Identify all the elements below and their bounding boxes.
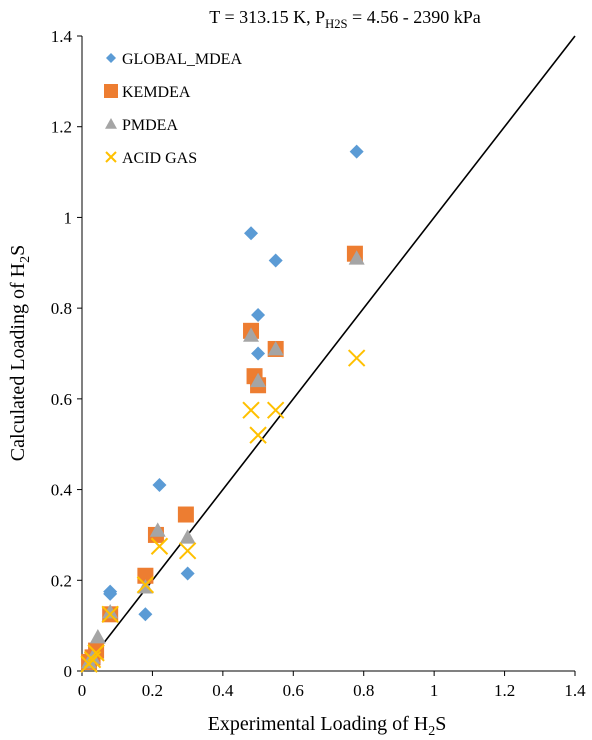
data-point — [180, 566, 195, 581]
text-subscript: 2 — [18, 256, 33, 263]
data-point — [179, 529, 196, 544]
x-tick-label: 0.2 — [142, 681, 163, 700]
data-point — [101, 605, 119, 624]
data-point — [349, 144, 364, 159]
series-kemdea — [81, 245, 363, 670]
data-point — [250, 372, 267, 388]
data-point-stroke — [178, 542, 197, 560]
data-point — [152, 478, 167, 493]
text-subscript: 2 — [428, 724, 435, 739]
data-point-stroke — [136, 576, 155, 594]
y-tick-label: 0.2 — [51, 571, 72, 590]
data-point-stroke — [347, 349, 366, 367]
data-point — [136, 576, 155, 594]
x-tick-label: 0.8 — [353, 681, 374, 700]
data-point — [103, 586, 118, 601]
y-tick-label: 0.4 — [51, 481, 73, 500]
data-point — [178, 542, 197, 560]
y-tick-label: 1.2 — [51, 118, 72, 137]
y-axis-title: Calculated Loading of H2S — [7, 245, 33, 461]
data-point — [177, 506, 194, 523]
data-point-stroke — [242, 401, 260, 419]
data-point — [243, 327, 260, 342]
plot-area: 0 0.2 0.4 0.6 0.8 1 1.2 1.4 0 0.2 0.4 0.6 0.8 1 1.2 1.4 — [51, 27, 586, 700]
data-point — [268, 253, 283, 268]
legend-label: GLOBAL_MDEA — [122, 51, 242, 68]
data-point-stroke — [150, 537, 169, 555]
y-tick-label: 0.6 — [51, 390, 72, 409]
text-part: = 4.56 - 2390 kPa — [348, 7, 481, 27]
x-tick-label: 0 — [78, 681, 87, 700]
x-tick-label: 1.2 — [494, 681, 515, 700]
data-point-stroke — [101, 605, 119, 624]
legend-marker — [105, 118, 117, 129]
x-tick-label: 1.4 — [564, 681, 586, 700]
data-point — [244, 226, 259, 241]
series-acid-gas — [80, 349, 366, 673]
data-point — [267, 340, 284, 356]
series-global-mdea — [82, 144, 364, 669]
x-tick-label: 1 — [430, 681, 439, 700]
text-part: Experimental Loading of H — [208, 713, 429, 735]
text-part: T = 313.15 K, P — [209, 7, 325, 27]
legend-marker — [105, 151, 117, 163]
data-point-stroke — [266, 401, 285, 419]
data-point — [150, 537, 169, 555]
x-axis-title: Experimental Loading of H2S — [208, 713, 447, 739]
text-part: Calculated Loading of H — [7, 263, 29, 461]
text-part: S — [7, 245, 29, 256]
legend-marker — [106, 53, 116, 63]
series-pmdea — [81, 250, 365, 669]
data-point — [138, 607, 153, 622]
data-point — [242, 401, 260, 419]
data-point — [347, 349, 366, 367]
data-point — [89, 628, 106, 644]
text-part: S — [435, 713, 446, 735]
data-point-stroke — [249, 426, 267, 444]
data-point — [251, 346, 266, 361]
legend-label: PMDEA — [122, 117, 178, 134]
parity-line — [81, 35, 576, 672]
y-tick-label: 1 — [64, 208, 73, 227]
chart-title: T = 313.15 K, PH2S = 4.56 - 2390 kPa — [209, 7, 480, 31]
data-point — [266, 401, 285, 419]
data-point — [87, 644, 105, 662]
legend-label: KEMDEA — [122, 84, 191, 101]
x-tick-label: 0.6 — [283, 681, 304, 700]
data-point-stroke — [87, 644, 105, 662]
data-point — [249, 426, 267, 444]
legend-marker — [104, 84, 118, 98]
legend-label: ACID GAS — [122, 150, 197, 167]
data-point — [348, 250, 365, 265]
y-tick-label: 0.8 — [51, 299, 72, 318]
data-point — [149, 522, 166, 537]
legend-marker-stroke — [105, 151, 117, 163]
x-tick-label: 0.4 — [212, 681, 234, 700]
text-subscript: H2S — [325, 17, 347, 31]
data-point — [251, 307, 266, 322]
y-tick-label: 1.4 — [51, 27, 73, 46]
y-tick-label: 0 — [64, 662, 73, 681]
legend: GLOBAL_MDEA KEMDEA PMDEA ACID GAS — [104, 51, 242, 167]
data-point — [102, 604, 119, 619]
